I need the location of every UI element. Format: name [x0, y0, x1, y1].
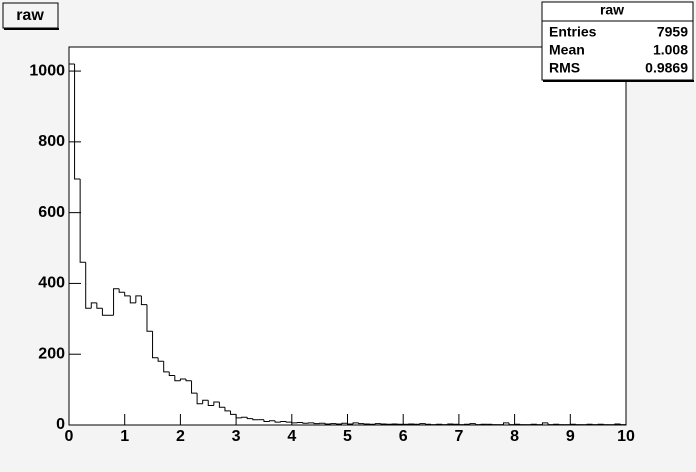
histogram-bin	[341, 422, 348, 424]
stats-label: Mean	[549, 42, 585, 58]
histogram-bin	[163, 361, 170, 373]
histogram-bin	[146, 304, 153, 332]
histogram-bin	[235, 414, 242, 419]
histogram-bin	[547, 422, 554, 426]
histogram-bin	[614, 423, 621, 425]
histogram-bin	[469, 423, 476, 425]
histogram-bin	[502, 422, 510, 425]
stats-title: raw	[600, 2, 624, 18]
histogram-bin	[541, 422, 549, 425]
stats-label: Entries	[549, 24, 597, 40]
histogram-bin	[374, 423, 381, 425]
stats-value: 0.9869	[645, 60, 688, 76]
x-tick-label: 7	[454, 428, 463, 445]
histogram-bin	[191, 380, 198, 394]
histogram-bin	[263, 419, 270, 422]
stats-label: RMS	[549, 60, 580, 76]
histogram-bin	[508, 422, 515, 426]
plot-frame	[68, 46, 627, 426]
histogram-bin	[213, 401, 220, 406]
histogram-bin	[124, 292, 131, 297]
histogram-bin	[140, 295, 147, 306]
histogram-bin	[224, 407, 231, 412]
y-tick-label: 800	[38, 133, 65, 150]
histogram-bin	[207, 400, 214, 407]
histogram-bin	[196, 393, 203, 405]
y-tick-label: 400	[38, 275, 65, 292]
histogram-bin	[291, 422, 298, 424]
x-tick-label: 6	[399, 428, 408, 445]
x-tick-label: 1	[120, 428, 129, 445]
x-tick-label: 9	[566, 428, 575, 445]
histogram-bin	[135, 295, 142, 303]
histogram-bin	[101, 308, 108, 316]
histogram-bin	[246, 417, 253, 420]
histogram-bin	[280, 420, 287, 423]
histogram-bin	[96, 302, 103, 309]
histogram-bin	[313, 422, 320, 425]
histogram-bin	[619, 423, 627, 426]
histogram-bin	[424, 423, 432, 425]
histogram-bin	[252, 418, 259, 421]
histogram-bin	[269, 420, 276, 422]
histogram-bin	[324, 423, 331, 425]
histogram-bin	[230, 410, 237, 415]
y-tick-label: 1000	[29, 62, 65, 79]
x-tick-label: 5	[343, 428, 352, 445]
histogram-bin	[358, 422, 365, 425]
x-tick-label: 8	[510, 428, 519, 445]
histogram-bin	[241, 416, 248, 418]
histogram-bin	[202, 399, 209, 404]
histogram-bin	[68, 63, 75, 425]
histogram-bin	[113, 288, 120, 316]
histogram-bin	[168, 371, 175, 376]
histogram-bin	[302, 422, 309, 424]
histogram-bin	[174, 375, 181, 382]
stats-value: 7959	[657, 24, 688, 40]
histogram-bin	[475, 423, 482, 426]
histogram-bin	[152, 331, 159, 359]
histogram-bin	[352, 422, 359, 424]
histogram-bin	[129, 295, 136, 304]
stats-value: 1.008	[653, 42, 688, 58]
histogram-bin	[419, 423, 426, 425]
histogram-bin	[447, 423, 454, 425]
y-tick-label: 0	[56, 416, 65, 433]
y-tick-label: 200	[38, 345, 65, 362]
histogram-bin	[74, 63, 81, 180]
chart-title: raw	[16, 7, 44, 24]
x-tick-label: 2	[176, 428, 185, 445]
y-tick-label: 600	[38, 204, 65, 221]
title-box	[2, 2, 59, 29]
x-tick-label: 4	[287, 428, 296, 445]
x-tick-label: 3	[232, 428, 241, 445]
histogram-bin	[179, 378, 186, 381]
histogram-bin	[218, 401, 225, 408]
histogram-bin	[347, 423, 354, 425]
histogram-bin	[79, 179, 86, 263]
histogram-bin	[157, 357, 164, 362]
histogram-bin	[90, 302, 97, 309]
histogram-bin	[85, 262, 92, 309]
x-tick-label: 0	[65, 428, 74, 445]
histogram-bin	[285, 421, 292, 423]
x-tick-label: 10	[617, 428, 635, 445]
histogram-bin	[118, 288, 125, 293]
histogram-bin	[274, 420, 281, 423]
histogram-bin	[185, 378, 192, 382]
